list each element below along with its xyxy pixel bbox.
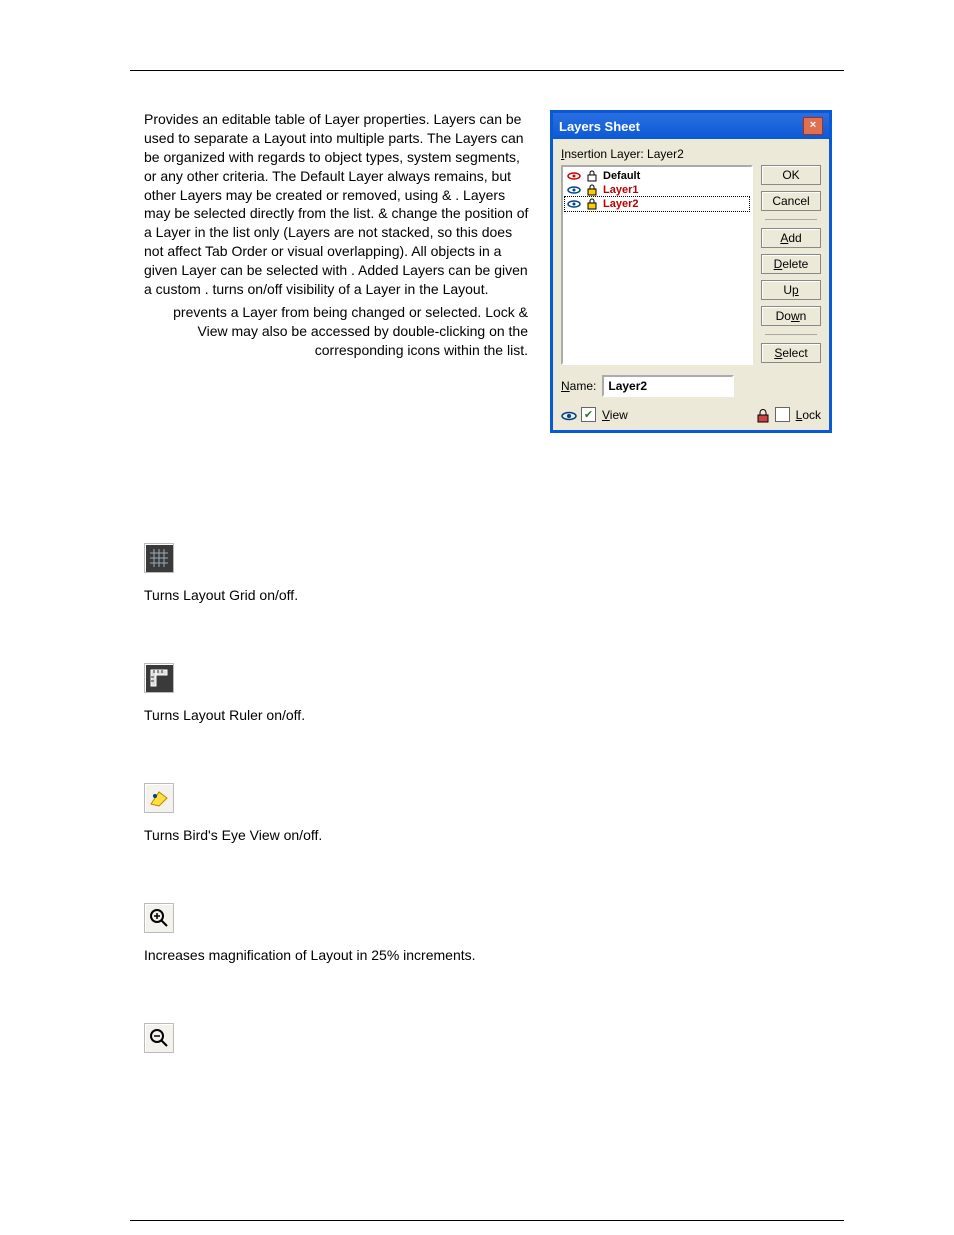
grid-description: Turns Layout Grid on/off. — [144, 587, 834, 603]
layers-sheet-dialog: Layers Sheet × Insertion Layer: Layer2 — [550, 110, 832, 433]
dialog-title: Layers Sheet — [559, 119, 640, 134]
down-button[interactable]: Down — [761, 306, 821, 326]
zoom-in-icon[interactable] — [144, 903, 174, 933]
layer-name: Layer2 — [603, 198, 638, 210]
up-button[interactable]: Up — [761, 280, 821, 300]
delete-button[interactable]: Delete — [761, 254, 821, 274]
layer-name: Layer1 — [603, 184, 638, 196]
list-item[interactable]: Default — [565, 169, 749, 183]
text: turns on/off visibility of a Layer in th… — [212, 281, 488, 297]
lock-icon — [585, 184, 599, 196]
separator — [765, 219, 817, 220]
lock-icon — [755, 409, 769, 421]
name-label: Name: — [561, 379, 596, 393]
grid-icon[interactable] — [144, 543, 174, 573]
birdeye-description: Turns Bird's Eye View on/off. — [144, 827, 834, 843]
view-checkbox[interactable]: ✔ — [581, 407, 596, 422]
separator — [765, 334, 817, 335]
view-icon — [567, 170, 581, 182]
layers-description: Provides an editable table of Layer prop… — [144, 110, 534, 433]
view-label: View — [602, 408, 628, 422]
lock-label: Lock — [796, 408, 821, 422]
layer-name-input[interactable]: Layer2 — [602, 375, 734, 397]
zoomin-description: Increases magnification of Layout in 25%… — [144, 947, 834, 963]
lock-icon — [585, 198, 599, 210]
list-item[interactable]: Layer1 — [565, 183, 749, 197]
layer-name: Default — [603, 170, 640, 182]
view-icon — [567, 198, 581, 210]
birdeye-icon[interactable] — [144, 783, 174, 813]
cancel-button[interactable]: Cancel — [761, 191, 821, 211]
list-item[interactable]: Layer2 — [565, 197, 749, 211]
add-button[interactable]: Add — [761, 228, 821, 248]
view-icon — [561, 409, 575, 421]
ruler-description: Turns Layout Ruler on/off. — [144, 707, 834, 723]
close-icon[interactable]: × — [803, 117, 823, 135]
text: & — [442, 187, 455, 203]
ruler-icon[interactable] — [144, 663, 174, 693]
lock-checkbox[interactable] — [775, 407, 790, 422]
dialog-titlebar: Layers Sheet × — [553, 113, 829, 139]
text: prevents a Layer from being changed or s… — [173, 304, 528, 358]
zoom-out-icon[interactable] — [144, 1023, 174, 1053]
lock-icon — [585, 170, 599, 182]
page-top-rule — [130, 70, 844, 71]
ok-button[interactable]: OK — [761, 165, 821, 185]
view-icon — [567, 184, 581, 196]
select-button[interactable]: Select — [761, 343, 821, 363]
insertion-layer-label: nsertion Layer: Layer2 — [564, 147, 683, 161]
layers-listbox[interactable]: Default Layer1 — [561, 165, 753, 365]
text: & — [378, 205, 391, 221]
page-bottom-rule — [130, 1220, 844, 1221]
